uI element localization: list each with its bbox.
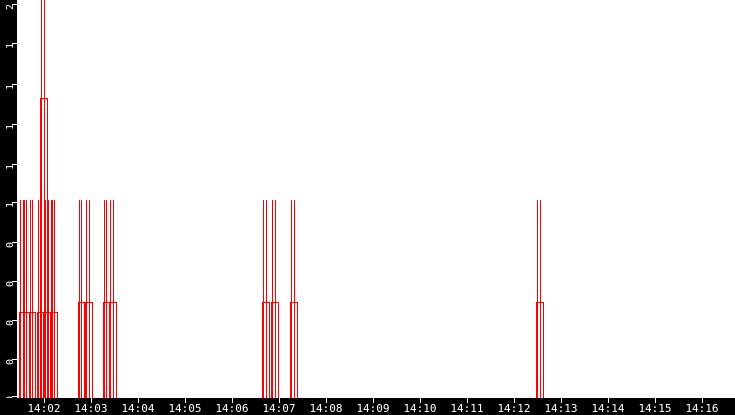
- x-axis-tick: [185, 398, 186, 403]
- data-spike-stem: [294, 200, 295, 398]
- x-axis-tick: [326, 398, 327, 403]
- x-axis-tick-label: 14:04: [121, 402, 155, 415]
- data-spike-stem: [41, 0, 42, 398]
- x-axis-tick-label: 14:07: [262, 402, 296, 415]
- data-spike-stem: [106, 200, 107, 398]
- y-axis-tick-label: 1: [5, 164, 16, 171]
- x-axis-tick: [420, 398, 421, 403]
- data-spike-body: [290, 302, 298, 398]
- x-axis-tick-label: 14:12: [497, 402, 531, 415]
- x-axis-tick-label: 14:16: [685, 402, 719, 415]
- y-axis-tick-label: 0: [5, 281, 16, 288]
- data-spike-body: [109, 302, 117, 398]
- data-spike-stem: [113, 200, 114, 398]
- y-axis-tick-label: 1: [5, 124, 16, 131]
- data-spike-stem: [20, 200, 21, 398]
- data-spike-stem: [51, 200, 52, 398]
- x-axis-tick-label: 14:11: [450, 402, 484, 415]
- x-axis-tick-label: 14:13: [544, 402, 578, 415]
- data-spike-stem: [47, 200, 48, 398]
- x-axis-tick: [608, 398, 609, 403]
- y-axis-tick: [12, 202, 17, 203]
- data-spike-stem: [24, 200, 25, 398]
- y-axis-tick-label: 0: [5, 320, 16, 327]
- data-spike-body: [262, 302, 270, 398]
- data-spike-body: [78, 302, 85, 398]
- data-spike-stem: [30, 200, 31, 398]
- y-axis-tick: [12, 359, 17, 360]
- y-axis-tick-label: 1: [5, 202, 16, 209]
- data-spike-stem: [540, 200, 541, 398]
- x-axis-tick: [514, 398, 515, 403]
- x-axis: 14:02 14:03 14:04 14:05 14:06 14:07 14:08 14:09…: [0, 398, 735, 415]
- data-spike-stem: [23, 200, 24, 398]
- y-axis-tick-label: 1: [5, 84, 16, 91]
- y-axis-tick-label: 1: [5, 43, 16, 50]
- y-axis-tick: [12, 43, 17, 44]
- data-spike-stem: [48, 200, 49, 398]
- data-spike-body: [85, 302, 93, 398]
- data-spike-stem: [79, 200, 80, 398]
- y-axis-tick: [12, 4, 17, 5]
- x-axis-tick-label: 14:15: [638, 402, 672, 415]
- y-axis-tick: [12, 320, 17, 321]
- y-axis: 21111100000: [0, 0, 17, 402]
- y-axis-tick-label: 0: [5, 359, 16, 366]
- data-spike-stem: [32, 200, 33, 398]
- data-spike-stem: [110, 200, 111, 398]
- data-spike-stem: [45, 200, 46, 398]
- y-axis-tick: [12, 242, 17, 243]
- data-spike-stem: [44, 0, 45, 398]
- x-axis-tick: [279, 398, 280, 403]
- x-axis-tick-label: 14:14: [591, 402, 625, 415]
- x-axis-tick: [138, 398, 139, 403]
- x-axis-tick: [373, 398, 374, 403]
- y-axis-tick: [12, 84, 17, 85]
- data-spike-body: [536, 302, 544, 398]
- x-axis-tick: [44, 398, 45, 403]
- plot-area: [17, 0, 735, 398]
- data-spike-stem: [89, 200, 90, 398]
- data-spike-body: [271, 302, 279, 398]
- x-axis-tick: [467, 398, 468, 403]
- data-spike-body: [51, 312, 58, 398]
- data-spike-stem: [272, 200, 273, 398]
- data-spike-body: [29, 312, 36, 398]
- x-axis-tick-label: 14:06: [215, 402, 249, 415]
- x-axis-tick: [91, 398, 92, 403]
- data-spike-stem: [263, 200, 264, 398]
- x-axis-tick-label: 14:02: [27, 402, 61, 415]
- y-axis-tick: [12, 281, 17, 282]
- data-spike-stem: [104, 200, 105, 398]
- data-spike-stem: [275, 200, 276, 398]
- y-axis-tick-label: 0: [5, 242, 16, 249]
- y-axis-tick: [12, 396, 17, 397]
- x-axis-tick-label: 14:03: [74, 402, 108, 415]
- data-spike-stem: [38, 200, 39, 398]
- data-spike-stem: [537, 200, 538, 398]
- x-axis-tick-label: 14:09: [356, 402, 390, 415]
- x-axis-tick-label: 14:08: [309, 402, 343, 415]
- data-spike-stem: [54, 200, 55, 398]
- data-spike-stem: [81, 200, 82, 398]
- y-axis-tick: [12, 124, 17, 125]
- x-axis-tick: [655, 398, 656, 403]
- data-spike-stem: [26, 200, 27, 398]
- x-axis-tick: [702, 398, 703, 403]
- data-spike-stem: [86, 200, 87, 398]
- data-spike-stem: [52, 200, 53, 398]
- data-spike-stem: [291, 200, 292, 398]
- x-axis-tick: [561, 398, 562, 403]
- y-axis-tick-label: 2: [5, 4, 16, 11]
- x-axis-tick-label: 14:05: [168, 402, 202, 415]
- data-spike-stem: [266, 200, 267, 398]
- x-axis-tick: [232, 398, 233, 403]
- x-axis-tick-label: 14:10: [403, 402, 437, 415]
- y-axis-tick: [12, 164, 17, 165]
